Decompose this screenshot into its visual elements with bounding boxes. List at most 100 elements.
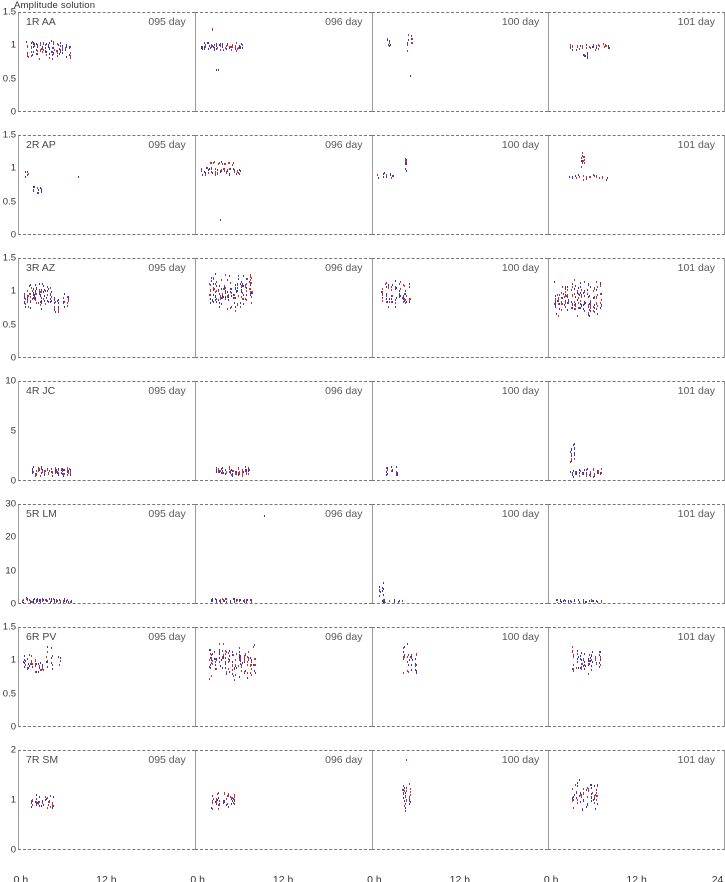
- data-point: [233, 170, 235, 172]
- data-point: [211, 299, 213, 302]
- data-point: [586, 175, 588, 178]
- data-point: [254, 644, 256, 647]
- data-point: [47, 804, 49, 807]
- data-point: [395, 473, 397, 476]
- data-point: [210, 288, 212, 291]
- data-point: [216, 300, 218, 303]
- data-point: [229, 167, 231, 170]
- data-point: [398, 294, 400, 297]
- data-point: [245, 294, 247, 297]
- data-point: [582, 151, 584, 154]
- data-point: [204, 174, 206, 177]
- data-point: [248, 651, 250, 654]
- data-point: [595, 46, 597, 49]
- data-point: [223, 792, 225, 795]
- data-point: [25, 306, 27, 309]
- data-point: [25, 598, 27, 601]
- data-point: [47, 467, 49, 470]
- data-point: [226, 44, 228, 47]
- data-point: [569, 175, 571, 178]
- data-point: [219, 294, 221, 297]
- data-point: [587, 288, 589, 291]
- data-point: [35, 302, 37, 305]
- data-point: [56, 599, 58, 602]
- data-point: [218, 298, 220, 301]
- data-point: [587, 663, 589, 666]
- data-point: [590, 664, 592, 667]
- data-point: [243, 661, 245, 664]
- data-point: [38, 796, 40, 799]
- scatter-plot: [373, 751, 549, 849]
- data-point: [53, 53, 55, 56]
- data-point: [584, 53, 586, 56]
- day-label: 095 day: [148, 754, 186, 766]
- day-label: 095 day: [148, 16, 186, 28]
- data-point: [231, 472, 233, 475]
- data-point: [234, 673, 236, 676]
- data-point: [394, 599, 396, 602]
- data-point: [36, 599, 38, 602]
- data-point: [42, 669, 44, 671]
- data-point: [564, 296, 566, 299]
- data-point: [70, 600, 72, 603]
- day-label: 101 day: [677, 631, 715, 643]
- data-point: [57, 44, 59, 47]
- data-point: [36, 793, 38, 796]
- data-point: [601, 177, 603, 180]
- data-point: [60, 471, 62, 474]
- data-point: [213, 47, 215, 50]
- data-point: [573, 287, 575, 290]
- y-tick-label: 0.5: [2, 687, 16, 699]
- scatter-plot: [19, 13, 195, 111]
- data-point: [239, 470, 241, 473]
- data-point: [45, 51, 47, 54]
- data-point: [35, 291, 37, 294]
- data-point: [50, 295, 52, 298]
- data-point: [253, 646, 255, 649]
- data-point: [55, 469, 57, 471]
- data-point: [39, 669, 41, 672]
- station-row: 1.5 1 0.5 0 2R AP 095 day 096 day 100 day: [0, 130, 725, 239]
- data-point: [27, 658, 29, 660]
- data-point: [578, 600, 580, 603]
- data-point: [572, 444, 574, 447]
- data-point: [249, 292, 251, 295]
- data-point: [61, 46, 63, 49]
- data-point: [599, 650, 601, 653]
- data-point: [53, 804, 55, 807]
- data-point: [578, 306, 580, 309]
- data-point: [215, 170, 217, 173]
- data-point: [254, 663, 255, 666]
- data-point: [230, 291, 232, 294]
- data-point: [568, 301, 570, 304]
- day-label: 096 day: [325, 385, 363, 397]
- data-point: [212, 277, 214, 280]
- data-point: [578, 468, 580, 471]
- data-point: [69, 55, 71, 58]
- day-label: 096 day: [325, 262, 363, 274]
- data-point: [214, 171, 216, 174]
- data-point: [53, 598, 55, 601]
- data-point: [39, 662, 41, 665]
- data-point: [228, 650, 230, 653]
- data-point: [69, 473, 71, 476]
- data-point: [36, 598, 38, 601]
- data-point: [405, 170, 407, 173]
- data-point: [51, 54, 53, 57]
- data-point: [589, 46, 591, 49]
- data-point: [596, 794, 598, 797]
- data-point: [57, 55, 59, 58]
- data-point: [415, 664, 417, 667]
- data-point: [590, 475, 592, 478]
- data-point: [222, 472, 224, 475]
- data-point: [385, 300, 387, 303]
- data-point: [38, 802, 40, 805]
- data-point: [210, 167, 212, 170]
- data-point: [598, 45, 600, 47]
- data-point: [69, 472, 71, 475]
- data-point: [236, 284, 238, 287]
- data-point: [566, 288, 568, 291]
- data-point: [57, 311, 59, 314]
- data-point: [245, 473, 247, 476]
- data-point: [605, 178, 607, 181]
